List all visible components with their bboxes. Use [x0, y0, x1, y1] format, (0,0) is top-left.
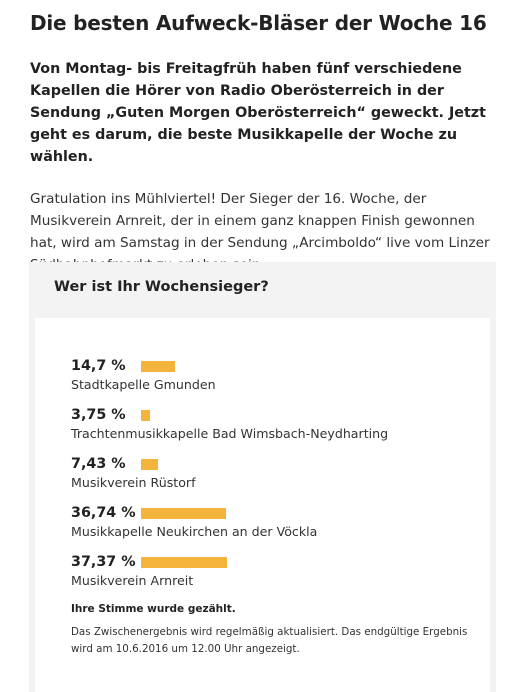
poll-result-name: Trachtenmusikkapelle Bad Wimsbach-Neydha… [71, 426, 389, 441]
poll-result-bar [141, 507, 226, 519]
poll-result-name: Musikverein Arnreit [71, 573, 194, 588]
poll-result-bar [141, 360, 175, 372]
poll-result-percent: 37,37 % [71, 554, 136, 570]
poll-result-bar [141, 409, 150, 421]
poll-result-name: Musikkapelle Neukirchen an der Vöckla [71, 524, 318, 539]
poll-result: 36,74 % Musikkapelle Neukirchen an der V… [71, 503, 471, 541]
poll-result-name: Musikverein Rüstorf [71, 475, 196, 490]
poll-result-percent: 3,75 % [71, 407, 126, 423]
poll-heading: Wer ist Ihr Wochensieger? [54, 279, 269, 295]
poll-result: 37,37 % Musikverein Arnreit [71, 552, 471, 590]
poll-result: 7,43 % Musikverein Rüstorf [71, 454, 471, 492]
poll-result: 14,7 % Stadtkapelle Gmunden [71, 356, 471, 394]
poll-result-percent: 7,43 % [71, 456, 126, 472]
poll-results-panel: 14,7 % Stadtkapelle Gmunden 3,75 % Trach… [35, 318, 490, 692]
poll-result-bar [141, 556, 227, 568]
poll-result-percent: 14,7 % [71, 358, 126, 374]
article-title: Die besten Aufweck-Bläser der Woche 16 [30, 11, 487, 35]
interim-result-note: Das Zwischenergebnis wird regelmäßig akt… [71, 626, 468, 655]
article-lead: Von Montag- bis Freitagfrüh haben fünf v… [30, 61, 486, 165]
poll-result-name: Stadtkapelle Gmunden [71, 377, 216, 392]
article: Die besten Aufweck-Bläser der Woche 16 V… [30, 0, 496, 276]
vote-confirmation: Ihre Stimme wurde gezählt. [71, 603, 236, 615]
poll-result-percent: 36,74 % [71, 505, 136, 521]
poll-result: 3,75 % Trachtenmusikkapelle Bad Wimsbach… [71, 405, 471, 443]
poll-result-bar [141, 458, 158, 470]
poll-box: Wer ist Ihr Wochensieger? 14,7 % Stadtka… [29, 262, 496, 692]
